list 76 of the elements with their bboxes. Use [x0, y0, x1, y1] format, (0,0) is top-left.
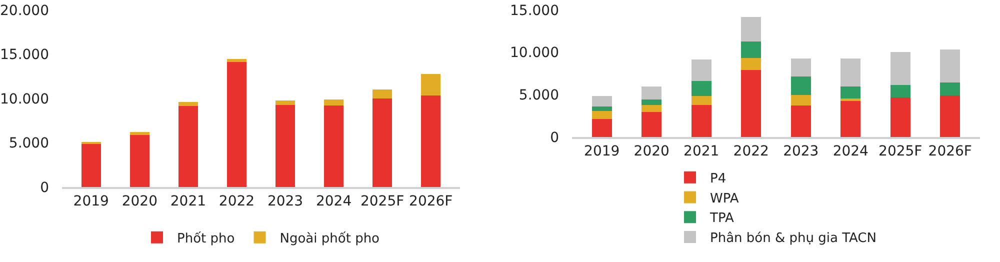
- x-tick-label: 2021: [684, 144, 720, 160]
- y-tick-label: 10.000: [0, 91, 49, 108]
- bar: [840, 58, 861, 86]
- x-tick-label: 2022: [733, 144, 769, 160]
- legend-label: Ngoài phốt pho: [280, 231, 380, 246]
- y-tick-label: 15.000: [510, 2, 559, 19]
- bar: [642, 104, 662, 112]
- y-tick-label: 0: [40, 180, 49, 196]
- x-tick-label: 2020: [634, 144, 670, 160]
- bar: [592, 106, 612, 112]
- legend-label: Phân bón & phụ gia TACN: [710, 231, 876, 246]
- x-tick-label: 2025F: [878, 144, 922, 160]
- bar: [691, 96, 712, 105]
- bar: [276, 100, 295, 105]
- bar: [790, 106, 811, 137]
- y-tick-label: 15.000: [0, 47, 49, 64]
- bar: [940, 82, 960, 96]
- x-tick-label: 2019: [73, 194, 109, 210]
- bar: [592, 119, 612, 137]
- bar: [592, 96, 612, 106]
- bar: [421, 74, 441, 96]
- y-tick-label: 5.000: [518, 88, 559, 104]
- bar: [227, 59, 246, 62]
- bar: [421, 95, 441, 187]
- bar: [840, 98, 861, 101]
- bar: [741, 42, 762, 58]
- bar: [741, 58, 762, 70]
- x-tick-label: 2023: [783, 144, 819, 160]
- bar: [130, 132, 150, 135]
- bar: [890, 84, 910, 98]
- bar: [790, 76, 811, 95]
- bar: [741, 17, 762, 42]
- bar: [372, 89, 392, 98]
- bar: [691, 104, 712, 137]
- bar: [642, 86, 662, 100]
- bar: [790, 94, 811, 106]
- legend-label: WPA: [710, 191, 739, 206]
- x-tick-label: 2021: [170, 194, 206, 210]
- x-tick-label: 2022: [218, 194, 255, 210]
- bar: [840, 86, 861, 98]
- y-tick-label: 20.000: [0, 2, 49, 19]
- y-tick-label: 5.000: [8, 136, 49, 152]
- y-tick-label: 0: [550, 130, 559, 146]
- x-tick-label: 2026F: [928, 144, 972, 160]
- x-tick-label: 2024: [832, 144, 869, 160]
- legend-label: Phốt pho: [177, 231, 235, 246]
- bar: [691, 81, 712, 96]
- x-tick-label: 2024: [316, 194, 352, 210]
- bar: [130, 134, 150, 187]
- legend-label: TPA: [709, 211, 734, 226]
- x-tick-label: 2025F: [360, 194, 404, 210]
- x-tick-label: 2019: [584, 144, 620, 160]
- bar: [890, 52, 910, 85]
- bar: [642, 99, 662, 105]
- x-tick-label: 2020: [122, 194, 158, 210]
- bar: [372, 98, 392, 187]
- bar: [178, 106, 198, 187]
- bar: [276, 104, 295, 187]
- bar: [691, 60, 712, 82]
- bar: [324, 105, 344, 187]
- bar: [592, 111, 612, 120]
- bar: [642, 112, 662, 137]
- bar: [940, 49, 960, 83]
- bar: [840, 100, 861, 137]
- bar: [940, 96, 960, 137]
- x-tick-label: 2026F: [409, 194, 453, 210]
- bar: [790, 58, 811, 77]
- bar: [324, 99, 344, 106]
- bar: [227, 62, 246, 187]
- bar: [81, 144, 101, 187]
- x-tick-label: 2023: [267, 194, 304, 210]
- bar: [741, 70, 762, 137]
- y-tick-label: 10.000: [510, 45, 559, 62]
- bar: [890, 98, 910, 137]
- bar: [178, 102, 198, 106]
- legend-label: P4: [710, 171, 726, 186]
